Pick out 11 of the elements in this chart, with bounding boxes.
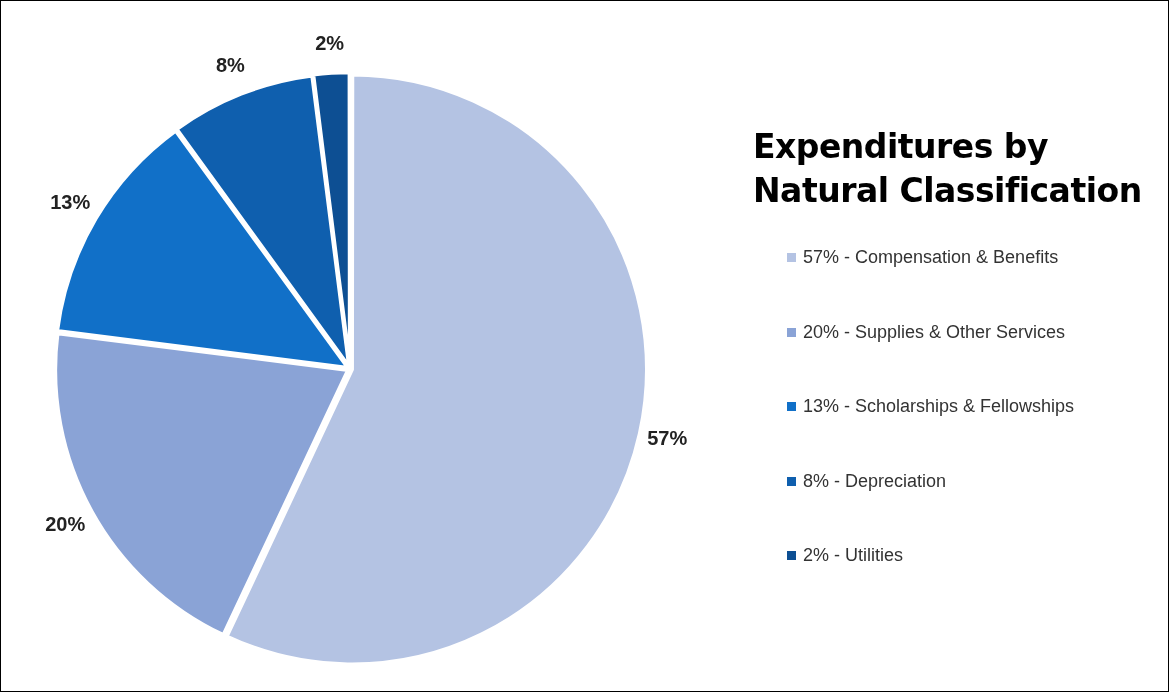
legend-label: 2% - Utilities xyxy=(803,545,904,566)
text: Expenditures by Natural Classification xyxy=(753,126,1143,212)
legend-label: 57% - Compensation & Benefits xyxy=(803,247,1059,268)
data-label: 8% xyxy=(215,54,246,77)
data-label: 2% xyxy=(315,32,345,55)
legend-label: 8% - Depreciation xyxy=(803,470,947,492)
data-label: 13% xyxy=(50,191,91,214)
data-label: 20% xyxy=(45,513,86,536)
data-label: 57% xyxy=(647,427,688,450)
legend-label: 13% - Scholarships & Fellowships xyxy=(803,396,1075,417)
legend-label: 20% - Supplies & Other Services xyxy=(803,321,1066,343)
